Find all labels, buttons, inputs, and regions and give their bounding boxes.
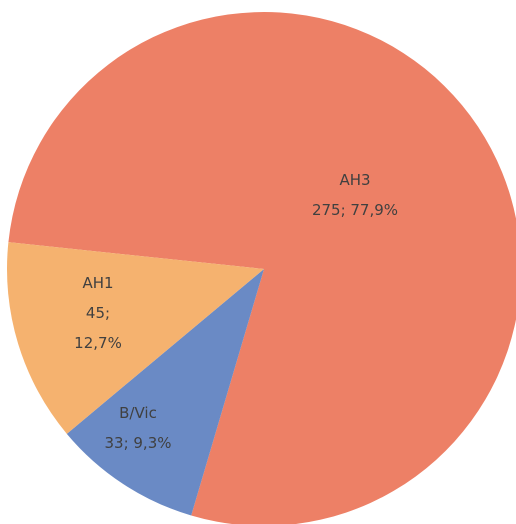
slice-category: AH1	[82, 274, 114, 292]
pie-slice	[66, 269, 264, 516]
slice-value-label: 33; 9,3%	[104, 434, 172, 452]
slice-category: B/Vic	[119, 404, 157, 422]
slice-value-label: 45; 12,7%	[74, 304, 122, 352]
pie-slice	[7, 242, 265, 434]
slice-category: AH3	[339, 171, 371, 189]
slice-value-label: 275; 77,9%	[311, 201, 399, 219]
pie-slice	[8, 12, 516, 524]
